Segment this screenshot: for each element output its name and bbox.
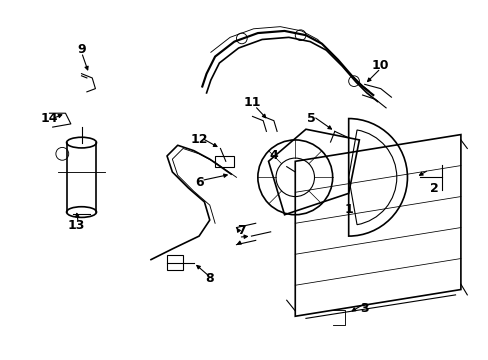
Text: 10: 10: [371, 59, 389, 72]
Text: 3: 3: [360, 302, 368, 315]
Text: 4: 4: [269, 149, 278, 162]
Text: 9: 9: [77, 42, 86, 55]
Text: 12: 12: [190, 134, 207, 147]
Bar: [167, 255, 183, 270]
Text: 1: 1: [344, 203, 352, 216]
Text: 8: 8: [205, 273, 214, 285]
Text: 2: 2: [429, 181, 438, 194]
Text: 14: 14: [41, 112, 58, 125]
Text: 7: 7: [237, 224, 245, 237]
Text: 13: 13: [67, 219, 85, 232]
Text: 5: 5: [306, 112, 315, 125]
Text: 11: 11: [243, 96, 261, 109]
Text: 6: 6: [194, 176, 203, 189]
Bar: [215, 156, 234, 167]
